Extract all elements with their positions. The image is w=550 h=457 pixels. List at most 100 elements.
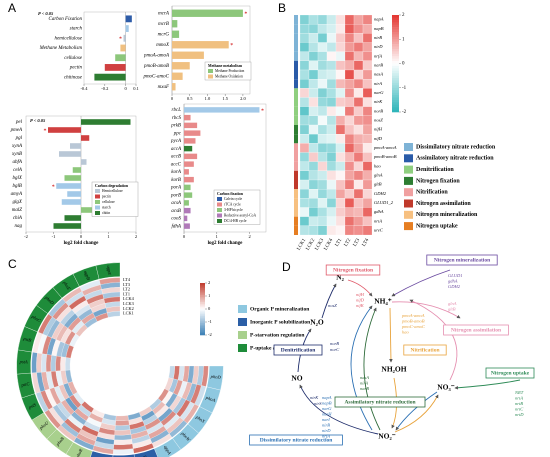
gene-label: nirS <box>314 401 322 406</box>
gene-label: nirB <box>322 423 330 428</box>
category-label: mmoX <box>156 43 170 48</box>
heat-cell <box>317 207 328 217</box>
heat-cell <box>335 79 346 89</box>
heat-cell <box>344 97 355 107</box>
legend-label: Assimilatory nitrate reduction <box>416 156 494 162</box>
gene-label: nosZ <box>328 303 337 308</box>
group-strip <box>294 106 298 116</box>
colorbar-segment <box>200 333 205 336</box>
category-label: mxaF <box>158 85 170 90</box>
heat-cell <box>362 207 373 217</box>
bar <box>72 167 81 173</box>
heat-cell <box>326 225 337 236</box>
legend-swatch <box>404 199 413 208</box>
heat-cell <box>326 88 337 98</box>
gene-label: norB <box>330 341 339 346</box>
heat-cell <box>317 60 328 71</box>
heat-cell <box>335 207 346 217</box>
bar <box>184 114 191 121</box>
heat-cell <box>362 161 373 171</box>
colorbar-segment <box>200 303 205 306</box>
heat-cell <box>335 152 346 162</box>
bar <box>184 200 189 206</box>
category-label: accA <box>171 147 182 152</box>
heat-cell <box>353 79 364 89</box>
gene-label: napB <box>322 401 332 406</box>
colorbar-segment <box>200 328 205 331</box>
heat-cell <box>326 134 337 144</box>
heat-cell <box>335 124 346 135</box>
molecule: NO₃⁻ <box>437 383 454 392</box>
gene-label: nirD <box>322 428 331 433</box>
colorbar-segment <box>200 286 205 289</box>
legend-label: Hemicellulose <box>102 189 123 193</box>
colorbar-segment <box>200 295 205 298</box>
heat-cell <box>326 97 337 107</box>
legend-label: cellulose <box>102 200 115 204</box>
significance-mark: * <box>52 184 55 190</box>
row-label: nirB <box>374 35 382 40</box>
group-strip <box>294 143 298 153</box>
bar <box>59 151 81 157</box>
process-label: Nitrogen mineralization <box>434 257 490 263</box>
bar <box>172 51 204 59</box>
significance-mark: * <box>244 12 247 18</box>
colorbar-segment <box>200 314 205 317</box>
bar <box>104 64 126 71</box>
heat-cell <box>362 198 373 208</box>
row-label: nrtA <box>374 218 382 223</box>
category-label: mcrB <box>158 22 169 27</box>
category-label: pstA <box>19 359 28 364</box>
legend-swatch <box>208 74 213 79</box>
heat-cell <box>308 60 319 71</box>
heat-cell <box>317 88 328 98</box>
heat-cell <box>353 42 364 52</box>
legend-swatch <box>238 344 247 352</box>
category-label: abfA <box>13 160 23 165</box>
colorbar-segment <box>392 75 399 79</box>
heat-cell <box>353 216 364 226</box>
heat-cell <box>308 207 319 217</box>
legend-swatch <box>95 205 100 210</box>
legend-title: Methane metabolism <box>208 64 243 68</box>
group-strip <box>294 33 298 43</box>
category-label: phoD <box>210 374 222 380</box>
gene-label: nifK <box>356 303 365 308</box>
row-label: hao <box>374 163 382 168</box>
ring-cell <box>114 424 131 431</box>
process-box <box>273 344 323 356</box>
colorbar-segment <box>392 99 399 103</box>
heat-cell <box>335 225 346 236</box>
group-strip <box>294 180 298 190</box>
legend-label: Denitrification <box>416 167 454 173</box>
heat-cell <box>299 24 310 34</box>
heat-cell <box>362 88 373 98</box>
x-tick-label: 0 <box>80 234 83 239</box>
colorbar-segment <box>392 80 399 84</box>
category-label: pmoB-amoB <box>143 64 169 69</box>
process-label: Dissimilatory nitrate reduction <box>260 437 333 443</box>
process-box <box>485 367 535 379</box>
category-label: cellulose <box>64 56 83 61</box>
legend-label: P-starvation regulation <box>250 332 304 338</box>
heat-cell <box>344 179 355 190</box>
bar <box>94 73 126 81</box>
bar <box>172 62 190 70</box>
bar <box>125 25 129 32</box>
legend-swatch <box>238 318 247 326</box>
heat-cell <box>362 33 373 43</box>
colorbar-segment <box>392 87 399 91</box>
group-strip <box>294 70 298 80</box>
heat-cell <box>317 143 328 153</box>
legend-label: Calvin cycle <box>224 197 242 201</box>
legend-swatch <box>404 188 413 197</box>
bar <box>184 107 260 113</box>
legend-swatch <box>95 194 100 199</box>
molecule: N₂ <box>336 273 344 282</box>
ring-label: LCK2 <box>123 306 134 311</box>
heat-cell <box>362 225 373 236</box>
ring-label: LT2 <box>123 287 130 292</box>
heat-cell <box>335 170 346 181</box>
group-strip <box>294 189 298 199</box>
plot-frame <box>83 11 137 85</box>
